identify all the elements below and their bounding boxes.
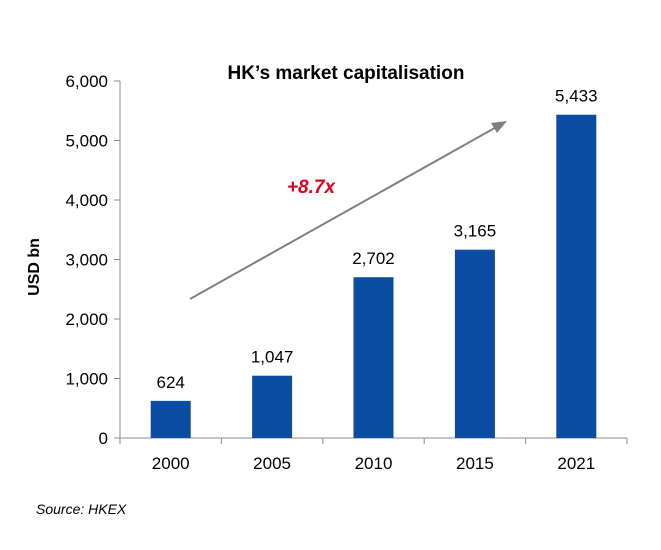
y-tick-label: 3,000	[65, 251, 108, 270]
arrow-head-icon	[491, 121, 507, 133]
growth-arrow	[189, 124, 501, 300]
y-tick-label: 2,000	[65, 310, 108, 329]
axes: 0 1,000 2,000 3,000 4,000 5,000 6,000 2000 2005 2…	[65, 72, 628, 473]
growth-multiplier-label: +8.7x	[287, 177, 337, 198]
bar-2010	[353, 277, 394, 438]
bar-2000	[150, 400, 191, 438]
bar-2005	[252, 375, 293, 438]
x-tick-label-2021: 2021	[557, 454, 595, 473]
data-label-2015: 3,165	[454, 222, 497, 241]
source-note: Source: HKEX	[36, 501, 127, 517]
y-tick-label: 1,000	[65, 370, 108, 389]
data-label-2005: 1,047	[251, 348, 294, 367]
data-label-2000: 624	[157, 373, 185, 392]
data-label-2010: 2,702	[352, 249, 395, 268]
x-tick-label-2010: 2010	[355, 454, 393, 473]
y-tick-label: 5,000	[65, 132, 108, 151]
data-labels: 624 1,047 2,702 3,165 5,433	[157, 87, 598, 392]
y-tick-label: 6,000	[65, 72, 108, 91]
y-tick-label: 4,000	[65, 191, 108, 210]
bar-2015	[454, 249, 495, 438]
x-tick-label-2005: 2005	[253, 454, 291, 473]
x-tick-label-2000: 2000	[152, 454, 190, 473]
chart-title: HK’s market capitalisation	[228, 63, 465, 84]
growth-annotation: +8.7x	[189, 121, 507, 300]
y-tick-label: 0	[99, 429, 108, 448]
data-label-2021: 5,433	[555, 87, 598, 106]
bars	[150, 114, 597, 438]
y-axis-label: USD bn	[26, 238, 43, 296]
bar-2021	[556, 114, 597, 438]
x-tick-label-2015: 2015	[456, 454, 494, 473]
